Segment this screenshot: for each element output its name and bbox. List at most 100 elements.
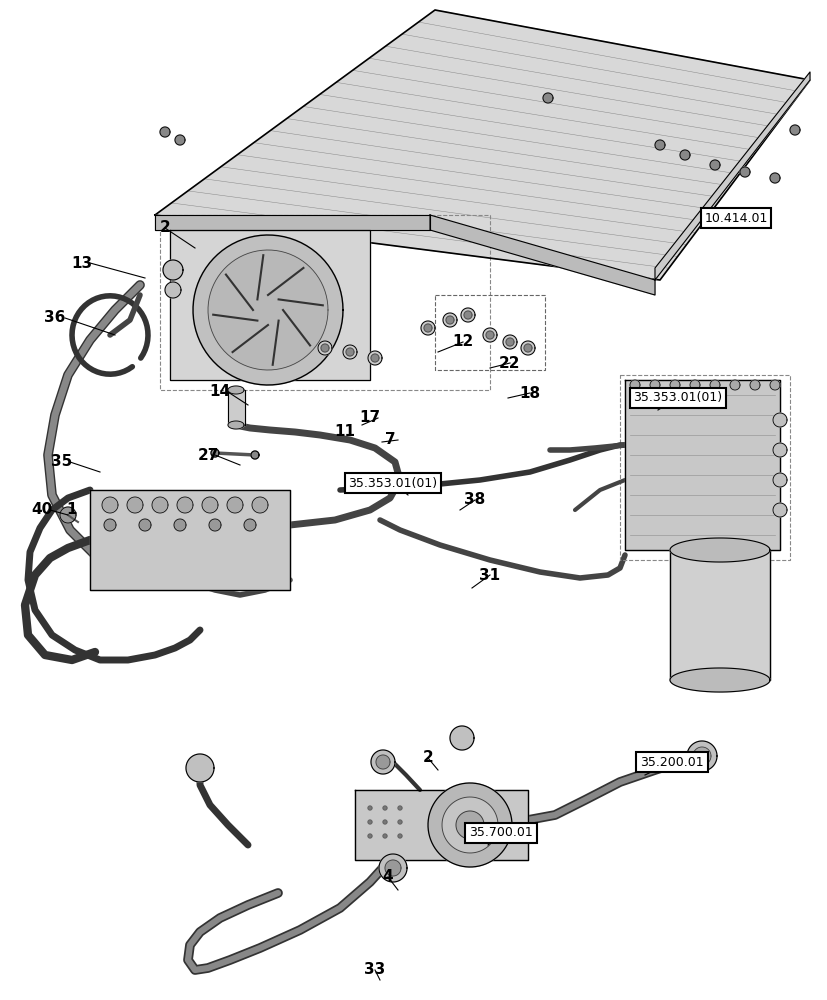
Polygon shape bbox=[383, 834, 386, 838]
Polygon shape bbox=[383, 820, 386, 824]
Polygon shape bbox=[543, 93, 552, 103]
Polygon shape bbox=[202, 497, 218, 513]
Polygon shape bbox=[152, 497, 168, 513]
Polygon shape bbox=[686, 741, 716, 771]
Polygon shape bbox=[624, 380, 779, 550]
Polygon shape bbox=[367, 834, 371, 838]
Text: 2: 2 bbox=[160, 221, 170, 235]
Polygon shape bbox=[505, 338, 514, 346]
Polygon shape bbox=[428, 783, 511, 867]
Polygon shape bbox=[679, 150, 689, 160]
Polygon shape bbox=[485, 331, 494, 339]
Text: 35: 35 bbox=[51, 454, 73, 470]
Polygon shape bbox=[127, 497, 143, 513]
Polygon shape bbox=[442, 313, 457, 327]
Polygon shape bbox=[523, 344, 532, 352]
Polygon shape bbox=[186, 754, 213, 782]
Text: 10.414.01: 10.414.01 bbox=[704, 212, 767, 225]
Polygon shape bbox=[227, 386, 244, 394]
Polygon shape bbox=[321, 344, 328, 352]
Text: 7: 7 bbox=[385, 432, 394, 448]
Polygon shape bbox=[772, 413, 786, 427]
Polygon shape bbox=[370, 750, 394, 774]
Text: 2: 2 bbox=[422, 750, 433, 766]
Polygon shape bbox=[429, 215, 654, 295]
Polygon shape bbox=[692, 747, 710, 765]
Polygon shape bbox=[654, 72, 809, 280]
Text: 18: 18 bbox=[519, 385, 540, 400]
Polygon shape bbox=[379, 854, 407, 882]
Text: 31: 31 bbox=[479, 568, 500, 582]
Text: 35.353.01(01): 35.353.01(01) bbox=[633, 391, 722, 404]
Polygon shape bbox=[669, 380, 679, 390]
Polygon shape bbox=[193, 235, 342, 385]
Polygon shape bbox=[772, 503, 786, 517]
Text: 12: 12 bbox=[452, 334, 473, 350]
Text: 35.700.01: 35.700.01 bbox=[469, 826, 533, 839]
Polygon shape bbox=[367, 806, 371, 810]
Polygon shape bbox=[318, 341, 332, 355]
Polygon shape bbox=[139, 519, 151, 531]
Polygon shape bbox=[456, 811, 484, 839]
Polygon shape bbox=[654, 140, 664, 150]
Polygon shape bbox=[669, 538, 769, 562]
Polygon shape bbox=[383, 806, 386, 810]
Polygon shape bbox=[208, 519, 221, 531]
Polygon shape bbox=[60, 507, 76, 523]
Polygon shape bbox=[342, 345, 356, 359]
Polygon shape bbox=[520, 341, 534, 355]
Polygon shape bbox=[370, 354, 379, 362]
Polygon shape bbox=[163, 260, 183, 280]
Polygon shape bbox=[398, 806, 402, 810]
Polygon shape bbox=[463, 311, 471, 319]
Polygon shape bbox=[211, 449, 218, 457]
Polygon shape bbox=[227, 421, 244, 429]
Text: 22: 22 bbox=[499, 356, 520, 370]
Text: 14: 14 bbox=[209, 384, 230, 399]
Polygon shape bbox=[689, 380, 699, 390]
Text: 35.200.01: 35.200.01 bbox=[639, 756, 703, 768]
Polygon shape bbox=[165, 282, 181, 298]
Text: 4: 4 bbox=[382, 869, 393, 884]
Polygon shape bbox=[442, 797, 497, 853]
Polygon shape bbox=[629, 380, 639, 390]
Polygon shape bbox=[208, 250, 327, 370]
Text: 40: 40 bbox=[31, 502, 53, 518]
Polygon shape bbox=[244, 519, 256, 531]
Text: 1: 1 bbox=[67, 502, 77, 518]
Polygon shape bbox=[170, 230, 370, 380]
Text: 17: 17 bbox=[359, 410, 380, 426]
Text: 27: 27 bbox=[197, 448, 218, 462]
Text: 35.353.01(01): 35.353.01(01) bbox=[348, 477, 437, 489]
Polygon shape bbox=[355, 790, 528, 860]
Polygon shape bbox=[375, 755, 390, 769]
Text: 13: 13 bbox=[71, 255, 93, 270]
Polygon shape bbox=[155, 215, 429, 230]
Polygon shape bbox=[398, 820, 402, 824]
Polygon shape bbox=[398, 834, 402, 838]
Polygon shape bbox=[174, 519, 186, 531]
Polygon shape bbox=[177, 497, 193, 513]
Polygon shape bbox=[772, 473, 786, 487]
Text: 36: 36 bbox=[45, 310, 65, 326]
Polygon shape bbox=[385, 860, 400, 876]
Polygon shape bbox=[446, 316, 453, 324]
Polygon shape bbox=[461, 308, 475, 322]
Polygon shape bbox=[90, 490, 289, 590]
Polygon shape bbox=[482, 328, 496, 342]
Polygon shape bbox=[789, 125, 799, 135]
Polygon shape bbox=[367, 820, 371, 824]
Polygon shape bbox=[769, 380, 779, 390]
Text: 33: 33 bbox=[364, 962, 385, 977]
Text: 38: 38 bbox=[464, 492, 485, 508]
Polygon shape bbox=[227, 497, 242, 513]
Polygon shape bbox=[160, 127, 170, 137]
Polygon shape bbox=[102, 497, 118, 513]
Text: 11: 11 bbox=[334, 424, 355, 440]
Polygon shape bbox=[729, 380, 739, 390]
Polygon shape bbox=[174, 135, 184, 145]
Polygon shape bbox=[449, 726, 473, 750]
Polygon shape bbox=[709, 160, 719, 170]
Polygon shape bbox=[769, 173, 779, 183]
Polygon shape bbox=[251, 497, 268, 513]
